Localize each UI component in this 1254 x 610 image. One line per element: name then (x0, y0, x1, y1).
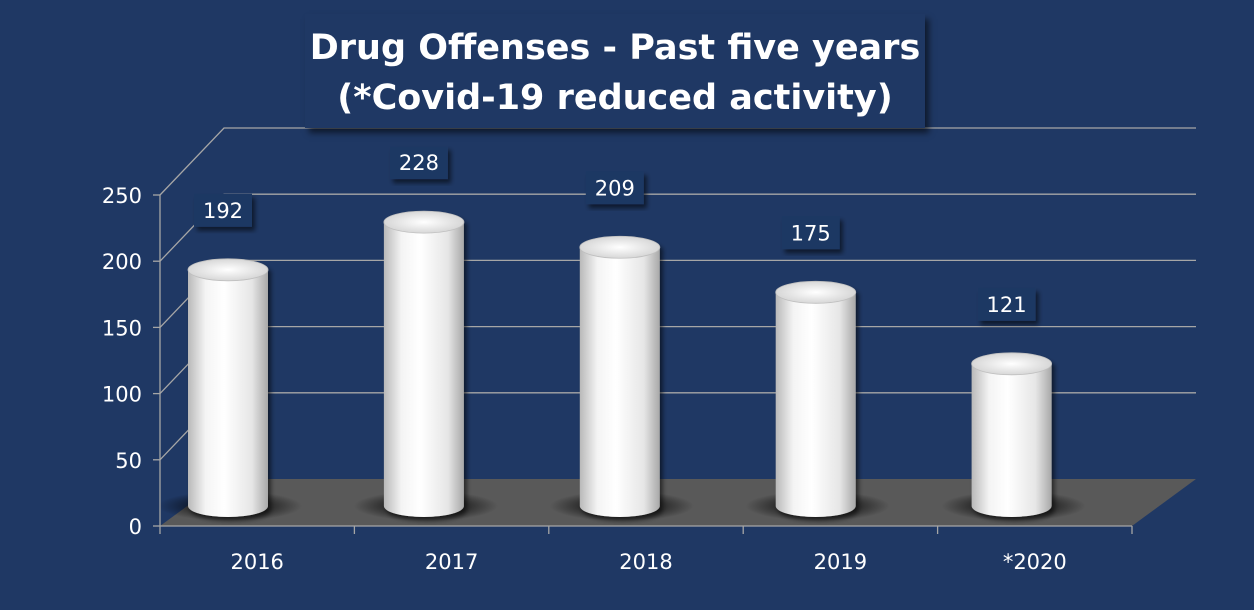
data-label: 228 (399, 151, 439, 175)
data-label: 192 (203, 199, 243, 223)
data-label: 209 (595, 176, 635, 200)
bar-body (383, 222, 464, 518)
bar-body (188, 269, 268, 517)
data-label-box (194, 193, 252, 227)
bar-top (187, 258, 269, 282)
x-tick-label: 2017 (425, 550, 478, 574)
y-tick-label: 200 (102, 250, 142, 274)
y-tick-label: 100 (102, 383, 142, 407)
data-label-box (977, 287, 1036, 321)
x-tick-label: *2020 (1003, 550, 1067, 574)
data-label: 121 (987, 293, 1027, 317)
bar-cylinder (579, 235, 661, 517)
x-tick-label: 2016 (230, 550, 283, 574)
gridline (159, 127, 1196, 196)
bar-body (775, 292, 856, 517)
bar-cylinder (775, 280, 857, 517)
data-label-box (781, 216, 840, 250)
y-tick-label: 250 (102, 184, 142, 208)
bar-cylinder (383, 210, 465, 518)
data-label-box (389, 146, 448, 180)
x-tick-label: 2018 (619, 550, 672, 574)
chart-subtitle: (*Covid-19 reduced activity) (337, 78, 893, 118)
bar-top (383, 210, 465, 234)
bar-top (971, 352, 1052, 376)
bar-top (579, 235, 661, 259)
data-label-box (585, 171, 644, 205)
x-tick-label: 2019 (814, 550, 867, 574)
bar-cylinder (971, 352, 1052, 517)
bar-top (775, 280, 857, 304)
y-tick-label: 0 (129, 515, 142, 539)
gridline (159, 193, 1196, 262)
bar-cylinder (187, 258, 269, 517)
y-tick-label: 150 (102, 316, 142, 340)
bar-body (579, 247, 660, 517)
chart-title: Drug Offenses - Past five years (309, 28, 921, 68)
bar-body (971, 363, 1052, 517)
gridline (159, 259, 1196, 328)
data-label: 175 (791, 221, 831, 245)
chart-title-box: Drug Offenses - Past five years (*Covid-… (305, 14, 925, 128)
y-tick-label: 50 (115, 449, 142, 473)
